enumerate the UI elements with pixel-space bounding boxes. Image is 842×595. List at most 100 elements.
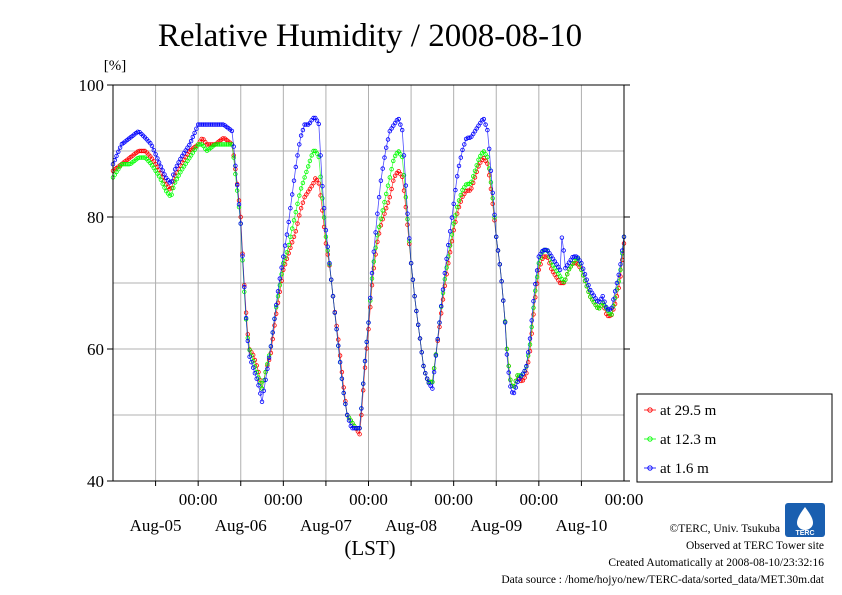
- data-point: [488, 168, 494, 173]
- data-point: [435, 336, 440, 342]
- data-point: [364, 339, 369, 345]
- data-point: [320, 183, 325, 189]
- data-point: [236, 202, 242, 207]
- y-tick-label: 60: [87, 340, 104, 359]
- data-point: [456, 198, 462, 203]
- x-tick-time-label: 00:00: [264, 490, 303, 509]
- data-point: [162, 185, 167, 190]
- data-point: [339, 376, 345, 381]
- data-point: [158, 164, 164, 169]
- x-tick-date-label: Aug-07: [300, 516, 352, 535]
- data-point: [442, 283, 447, 288]
- data-point: [563, 277, 568, 282]
- data-point: [502, 320, 508, 325]
- data-point: [460, 147, 465, 153]
- data-point: [449, 238, 455, 244]
- data-point: [391, 158, 396, 164]
- data-point: [447, 249, 453, 255]
- legend-label: at 12.3 m: [660, 432, 717, 448]
- data-point: [391, 178, 396, 183]
- x-tick-time-label: 00:00: [434, 490, 473, 509]
- x-axis: 00:00 Aug-05 00:00 Aug-06 00:00 Aug-07 00:00 Au…: [130, 481, 643, 535]
- data-point: [527, 336, 533, 341]
- legend-marker: [647, 436, 653, 442]
- data-point: [431, 369, 437, 375]
- data-point: [455, 204, 460, 210]
- data-point: [522, 368, 527, 374]
- data-point: [114, 153, 119, 159]
- data-point: [192, 130, 197, 136]
- data-point: [387, 175, 392, 180]
- data-point: [559, 235, 565, 240]
- data-point: [155, 156, 160, 161]
- data-point: [297, 193, 302, 198]
- data-point: [506, 363, 511, 369]
- data-point: [242, 284, 247, 290]
- data-point: [174, 163, 180, 169]
- data-point: [400, 127, 405, 133]
- data-point: [172, 167, 178, 172]
- data-point: [449, 215, 455, 220]
- data-point: [240, 253, 245, 258]
- data-point: [407, 236, 412, 241]
- data-point: [247, 354, 252, 359]
- data-point: [316, 181, 321, 186]
- data-point: [602, 299, 607, 304]
- data-point: [304, 169, 309, 175]
- data-point: [337, 353, 343, 358]
- data-point: [314, 177, 320, 183]
- data-point: [557, 267, 563, 272]
- data-point: [176, 173, 181, 178]
- data-point: [300, 200, 306, 205]
- data-point: [270, 336, 275, 342]
- data-point: [345, 412, 350, 418]
- data-point: [318, 174, 323, 179]
- x-tick-time-label: 00:00: [349, 490, 388, 509]
- data-point: [398, 122, 403, 127]
- data-point: [199, 136, 204, 142]
- data-point: [455, 174, 460, 179]
- data-point: [290, 226, 295, 231]
- data-point: [327, 261, 332, 266]
- data-point: [355, 426, 361, 431]
- x-axis-label: (LST): [344, 536, 395, 560]
- logo-text: TERC: [795, 530, 814, 537]
- data-point: [311, 148, 316, 154]
- data-point: [485, 154, 490, 160]
- data-point: [513, 385, 518, 390]
- data-point: [531, 299, 536, 304]
- data-point: [268, 344, 274, 349]
- data-point: [265, 361, 270, 367]
- data-point: [188, 138, 194, 144]
- data-point: [444, 256, 449, 261]
- data-point: [465, 181, 471, 187]
- data-point: [469, 186, 474, 191]
- data-point: [534, 274, 540, 280]
- data-point: [316, 121, 321, 127]
- data-point: [117, 145, 123, 150]
- data-point: [279, 272, 284, 277]
- data-point: [231, 144, 236, 149]
- data-point: [531, 305, 536, 310]
- data-point: [385, 137, 391, 142]
- data-point: [458, 155, 463, 160]
- data-point: [295, 221, 300, 226]
- data-point: [565, 272, 570, 277]
- data-point: [156, 160, 162, 165]
- x-tick-date-label: Aug-05: [130, 516, 182, 535]
- data-point: [384, 191, 389, 197]
- data-point: [371, 266, 376, 271]
- data-point: [387, 194, 392, 200]
- data-point: [309, 153, 314, 158]
- data-point: [231, 155, 236, 160]
- data-point: [382, 155, 387, 160]
- data-point: [318, 153, 323, 158]
- data-point: [494, 234, 499, 239]
- data-point: [197, 142, 203, 147]
- data-point: [302, 175, 307, 180]
- data-point: [290, 240, 295, 245]
- data-point: [220, 136, 226, 141]
- series-layer: [110, 115, 627, 437]
- data-point: [254, 376, 259, 381]
- data-point: [282, 243, 288, 248]
